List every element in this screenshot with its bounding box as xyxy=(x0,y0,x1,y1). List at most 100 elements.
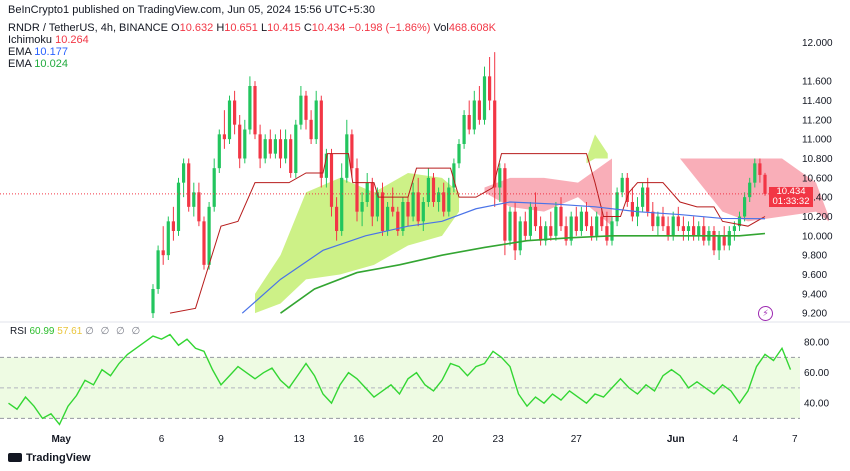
candle-body xyxy=(641,187,645,207)
candle-body xyxy=(375,192,379,217)
candle-body xyxy=(217,134,221,169)
chart-legend: RNDR / TetherUS, 4h, BINANCE O10.632 H10… xyxy=(8,22,496,70)
candle-body xyxy=(329,153,334,207)
last-price-tag: 10.434 01:33:32 xyxy=(769,187,813,207)
candle-body xyxy=(539,226,543,241)
lightning-icon[interactable]: ⚡ xyxy=(758,306,773,321)
low-label: L xyxy=(260,22,268,34)
time-tick-label: 7 xyxy=(792,434,798,445)
close-label: C xyxy=(303,22,312,34)
candle-body xyxy=(324,153,328,178)
candle-body xyxy=(528,206,532,236)
candle-body xyxy=(743,197,747,217)
candle-body xyxy=(166,221,170,256)
cloud-green-segment xyxy=(586,134,608,164)
price-tick-label: 10.000 xyxy=(802,231,833,242)
candle-body xyxy=(304,95,308,120)
tradingview-logo[interactable]: TradingView xyxy=(8,452,91,464)
candle-body xyxy=(263,139,267,159)
price-tick-label: 11.400 xyxy=(802,96,832,107)
candle-body xyxy=(299,95,303,125)
candle-body xyxy=(452,163,456,188)
candle-body xyxy=(238,124,242,159)
volume-label: Vol xyxy=(433,22,449,34)
candle-body xyxy=(156,250,160,289)
candle-body xyxy=(391,206,395,212)
price-axis[interactable]: 12.000 11.600 11.400 11.200 11.000 10.800 10.6… xyxy=(802,38,833,320)
ichimoku-row[interactable]: Ichimoku 10.264 xyxy=(8,34,496,46)
candle-body xyxy=(437,192,441,202)
tradingview-mark-icon xyxy=(8,453,22,462)
rsi-axis[interactable]: 80.00 60.00 40.00 xyxy=(804,338,829,410)
high-value: 10.651 xyxy=(224,22,258,34)
rsi-tick-label: 60.00 xyxy=(804,368,829,379)
candle-body xyxy=(569,216,573,241)
candle-body xyxy=(508,211,512,241)
candle-body xyxy=(401,202,405,231)
ema-slow-row[interactable]: EMA 10.024 xyxy=(8,58,496,70)
candle-body xyxy=(523,221,527,236)
candle-body xyxy=(227,100,232,140)
rsi-tick-label: 80.00 xyxy=(804,338,829,349)
ema-fast-label: EMA xyxy=(8,46,32,58)
candle-body xyxy=(544,226,548,241)
candle-body xyxy=(584,211,589,227)
price-tick-label: 10.600 xyxy=(802,173,833,184)
publish-caption: BeInCrypto1 published on TradingView.com… xyxy=(8,4,376,16)
candlestick-series xyxy=(151,52,767,318)
candle-body xyxy=(737,216,742,227)
time-tick-label: May xyxy=(51,434,71,445)
candle-body xyxy=(513,211,517,251)
candle-body xyxy=(763,174,767,194)
price-tick-label: 9.400 xyxy=(802,289,827,300)
candle-body xyxy=(202,221,206,265)
price-tick-label: 10.400 xyxy=(802,193,833,204)
candle-body xyxy=(176,182,181,231)
candle-body xyxy=(467,115,471,130)
candle-body xyxy=(758,163,762,175)
price-tick-label: 12.000 xyxy=(802,38,833,49)
candle-body xyxy=(748,182,752,198)
candle-body xyxy=(365,182,369,202)
candle-body xyxy=(187,163,191,207)
tradingview-brand: TradingView xyxy=(26,452,91,464)
price-tick-label: 9.200 xyxy=(802,309,827,320)
candle-body xyxy=(697,226,701,236)
candle-body xyxy=(610,221,614,241)
candle-body xyxy=(345,134,349,178)
candle-body xyxy=(243,129,247,159)
candle-body xyxy=(421,202,425,222)
last-price-value: 10.434 xyxy=(776,186,806,197)
candle-body xyxy=(197,192,201,222)
candle-body xyxy=(248,86,252,130)
candle-body xyxy=(564,226,568,241)
candle-body xyxy=(462,115,466,144)
time-tick-label: 13 xyxy=(294,434,306,445)
candle-body xyxy=(355,168,359,212)
candle-body xyxy=(646,187,650,212)
candle-body xyxy=(488,76,492,101)
symbol-label[interactable]: RNDR / TetherUS, 4h, BINANCE xyxy=(8,22,168,34)
candle-body xyxy=(615,192,619,222)
time-tick-label: 20 xyxy=(432,434,444,445)
time-axis[interactable]: May 6 9 13 16 20 23 27 Jun 4 7 xyxy=(51,434,797,445)
price-tick-label: 11.000 xyxy=(802,135,832,146)
candle-body xyxy=(722,235,726,246)
candle-body xyxy=(595,216,599,236)
candle-body xyxy=(284,139,288,159)
ichimoku-value: 10.264 xyxy=(55,34,89,46)
candle-body xyxy=(661,216,665,227)
candle-body xyxy=(625,177,629,202)
time-tick-label: Jun xyxy=(667,434,685,445)
candle-body xyxy=(549,226,553,236)
ema-fast-line xyxy=(241,201,766,314)
bar-countdown: 01:33:32 xyxy=(772,196,810,207)
rsi-empty-values: ∅ ∅ ∅ ∅ xyxy=(85,326,143,337)
rsi-legend[interactable]: RSI 60.99 57.61 ∅ ∅ ∅ ∅ xyxy=(10,326,142,337)
open-label: O xyxy=(171,22,180,34)
ema-fast-row[interactable]: EMA 10.177 xyxy=(8,46,496,58)
candle-body xyxy=(457,144,461,164)
candle-body xyxy=(692,226,696,236)
candle-body xyxy=(666,226,670,236)
